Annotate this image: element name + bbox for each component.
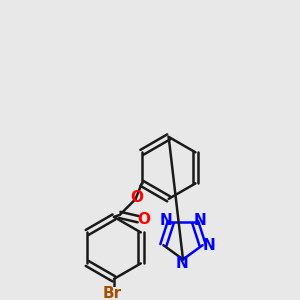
Text: Br: Br (103, 286, 122, 300)
Text: N: N (159, 213, 172, 228)
Text: O: O (137, 212, 150, 227)
Text: O: O (130, 190, 143, 205)
Text: N: N (175, 256, 188, 271)
Text: N: N (202, 238, 215, 253)
Text: N: N (194, 213, 207, 228)
